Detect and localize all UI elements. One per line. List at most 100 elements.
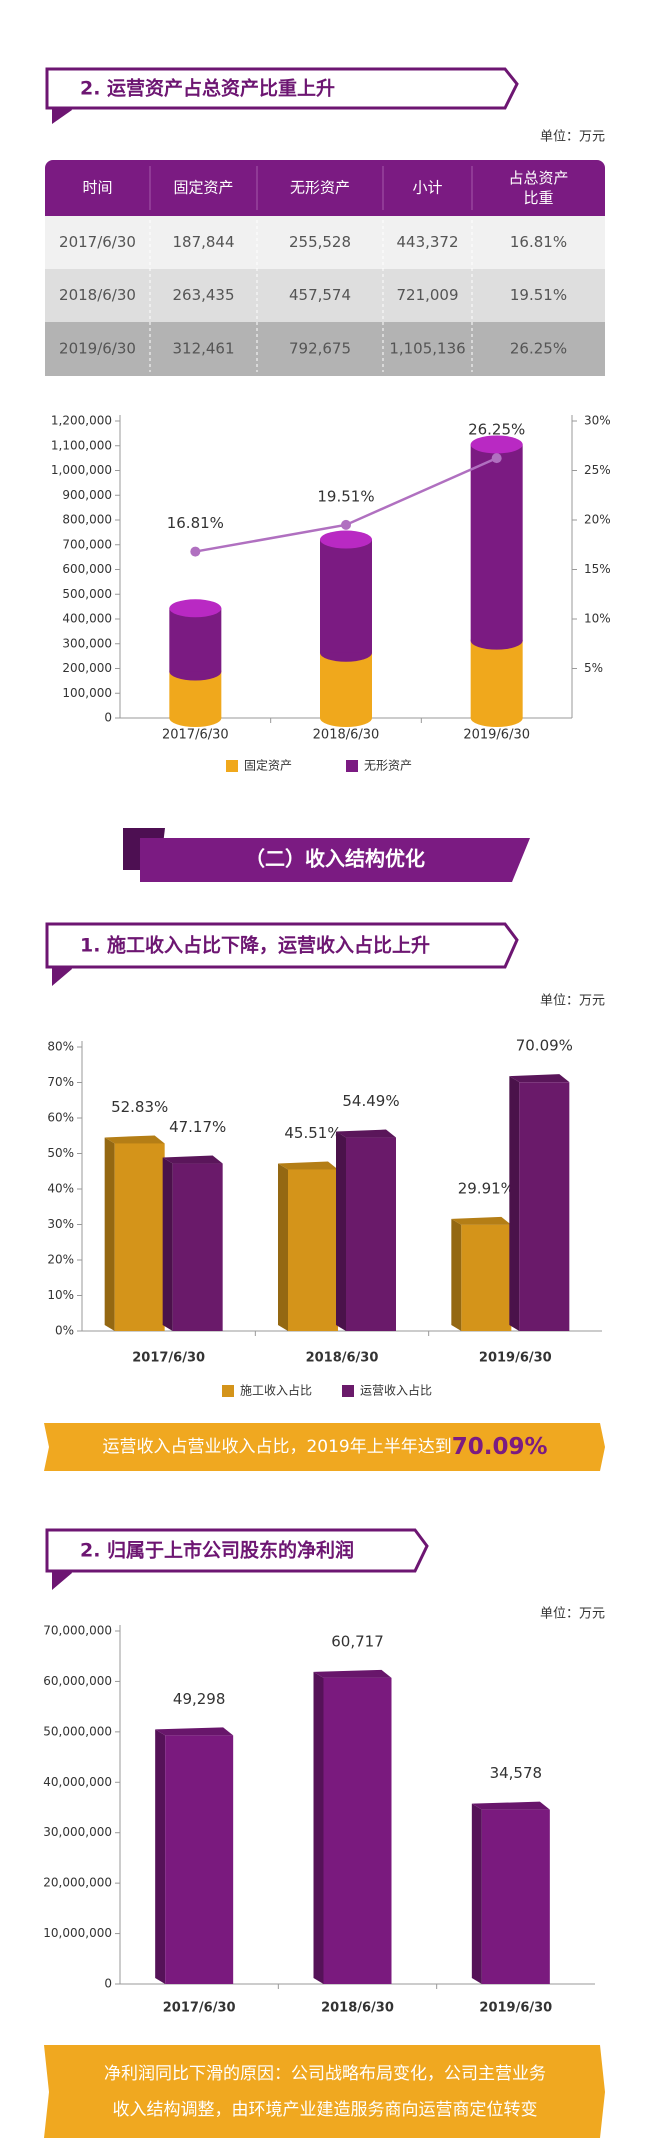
y2-tick-label: 25%: [584, 463, 611, 477]
note-line: 净利润同比下滑的原因：公司战略布局变化，公司主营业务: [104, 2064, 546, 2084]
bar: [172, 1163, 223, 1331]
bar: [481, 1809, 550, 1984]
y-tick-label: 0: [104, 1977, 112, 1991]
y-tick-label: 50,000,000: [43, 1724, 112, 1738]
y-tick-label: 0: [104, 711, 112, 725]
x-tick-label: 2017/6/30: [132, 1351, 205, 1366]
y-tick-label: 30,000,000: [43, 1825, 112, 1839]
y-tick-label: 60,000,000: [43, 1674, 112, 1688]
bar-side: [451, 1218, 462, 1331]
data-label: 52.83%: [111, 1098, 168, 1116]
legend-swatch: [342, 1385, 354, 1397]
data-label: 19.51%: [317, 487, 374, 505]
line-point: [491, 453, 502, 464]
data-label: 45.51%: [284, 1124, 341, 1142]
bar: [320, 652, 372, 718]
bar-side: [336, 1131, 346, 1331]
y2-tick-label: 15%: [584, 562, 611, 576]
bar-top: [313, 1669, 392, 1678]
y-tick-label: 200,000: [62, 661, 112, 675]
legend-label: 施工收入占比: [240, 1383, 312, 1398]
y-tick-label: 0%: [55, 1324, 74, 1338]
y-tick-label: 60%: [47, 1111, 74, 1125]
y-tick-label: 50%: [47, 1146, 74, 1160]
table-cell: 721,009: [396, 286, 458, 304]
table-cell: 457,574: [289, 286, 351, 304]
y-tick-label: 10,000,000: [43, 1926, 112, 1940]
table-cell: 187,844: [172, 233, 234, 251]
data-label: 54.49%: [342, 1092, 399, 1110]
y-tick-label: 300,000: [62, 636, 112, 650]
data-label: 29.91%: [458, 1179, 515, 1197]
bar: [323, 1677, 392, 1984]
y2-tick-label: 20%: [584, 513, 611, 527]
table-header-cell: 无形资产: [290, 179, 350, 197]
section-title: 1. 施工收入占比下降，运营收入占比上升: [80, 934, 430, 957]
table-header-cell: 占总资产比重: [508, 169, 568, 207]
table-cell: 255,528: [289, 233, 351, 251]
note-banner: [44, 2045, 605, 2138]
data-label: 47.17%: [169, 1118, 226, 1136]
table-cell: 26.25%: [510, 340, 567, 358]
y-tick-label: 40%: [47, 1182, 74, 1196]
line-point: [190, 546, 201, 557]
y-tick-label: 20,000,000: [43, 1876, 112, 1890]
bar-top: [509, 1074, 570, 1083]
y-tick-label: 70%: [47, 1075, 74, 1089]
table-cell: 19.51%: [510, 286, 567, 304]
y-tick-label: 40,000,000: [43, 1775, 112, 1789]
highlight-sentence: 运营收入占营业收入占比，2019年上半年达到: [102, 1437, 451, 1457]
data-label: 16.81%: [167, 514, 224, 532]
y-tick-label: 1,200,000: [51, 414, 112, 428]
bar-side: [162, 1157, 173, 1331]
legend-label: 运营收入占比: [360, 1383, 432, 1398]
bar: [470, 640, 523, 718]
bar: [114, 1143, 165, 1331]
y-tick-label: 20%: [47, 1253, 74, 1267]
y-tick-label: 900,000: [62, 488, 112, 502]
data-label: 60,717: [331, 1632, 384, 1650]
x-tick-label: 2018/6/30: [321, 2001, 394, 2016]
bar-side: [155, 1729, 166, 1984]
table-header-cell: 小计: [412, 179, 442, 197]
legend-swatch: [222, 1385, 234, 1397]
data-label: 70.09%: [516, 1037, 573, 1055]
legend-label: 固定资产: [244, 758, 292, 773]
table-cell: 1,105,136: [389, 340, 465, 358]
table-row-bg: [45, 269, 605, 322]
section-banner: [140, 838, 530, 882]
legend-swatch: [346, 760, 358, 772]
section-banner: [45, 1528, 429, 1573]
y-tick-label: 500,000: [62, 587, 112, 601]
bar-side: [509, 1076, 520, 1331]
y-tick-label: 100,000: [62, 686, 112, 700]
x-tick-label: 2019/6/30: [479, 1351, 552, 1366]
unit-label: 单位：万元: [540, 130, 605, 145]
legend-swatch: [226, 760, 238, 772]
bar-side: [278, 1163, 288, 1331]
section-banner: [45, 67, 519, 110]
bar-side: [471, 1803, 482, 1984]
bar: [519, 1082, 570, 1331]
table-cell: 16.81%: [510, 233, 567, 251]
bar-cap: [470, 435, 523, 454]
highlight-value: 70.09%: [452, 1434, 548, 1460]
section-title: 2. 归属于上市公司股东的净利润: [80, 1539, 354, 1562]
bar-top: [451, 1216, 512, 1225]
section-banner: [45, 922, 519, 969]
x-tick-label: 2019/6/30: [463, 728, 530, 743]
highlight-banner: [44, 1423, 605, 1471]
bar-top: [336, 1129, 396, 1138]
y-tick-label: 400,000: [62, 612, 112, 626]
bar-cap: [169, 599, 222, 618]
y-tick-label: 1,000,000: [51, 463, 112, 477]
note-line: 收入结构调整，由环境产业建造服务商向运营商定位转变: [113, 2100, 538, 2120]
bar-side: [104, 1137, 115, 1331]
table-cell: 263,435: [172, 286, 234, 304]
legend-label: 无形资产: [364, 759, 412, 773]
table-cell: 443,372: [396, 233, 458, 251]
table-cell: 2018/6/30: [59, 286, 136, 304]
bar-top: [104, 1135, 165, 1144]
bar: [169, 608, 222, 672]
data-label: 49,298: [173, 1690, 226, 1708]
